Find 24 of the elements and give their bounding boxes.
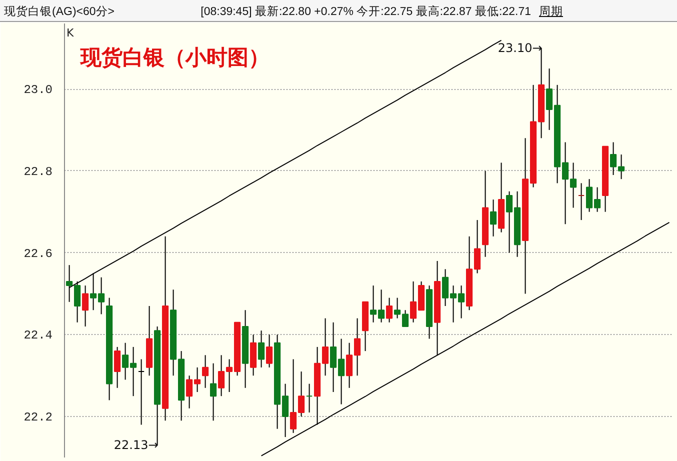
annotation: K [66,26,74,40]
text: [08:39:45] 最新:22.80 +0.27% 今开:22.75 最高:22.87 最低:22.71 [200,4,531,20]
candlestick [202,354,209,388]
line-series [260,222,670,456]
candlestick [578,182,585,221]
text: 现货白银（小时图） [80,44,270,70]
candlestick [266,334,273,368]
annotation: 22.13→ [114,438,158,452]
y-tick-label: 22.2 [24,410,53,425]
candlestick [210,362,217,422]
candlestick [306,383,313,413]
text: 周期 [539,4,563,20]
chart-subtitle: 现货白银(AG)<60分> [4,4,114,20]
candlestick [386,297,393,323]
candlestick [490,199,497,237]
y-tick-label: 22.8 [24,164,53,179]
candlestick [258,330,265,368]
y-tick-label: 23.0 [24,83,53,98]
candlestick [138,358,145,426]
candlestick [114,346,121,388]
y-tick-label: 22.6 [24,246,53,261]
candlestick [82,285,89,327]
y-tick-label: 22.4 [24,328,53,343]
annotation: 23.10→ [498,41,542,56]
